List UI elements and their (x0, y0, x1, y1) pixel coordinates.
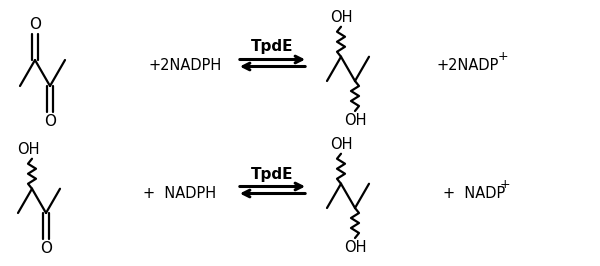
Text: TpdE: TpdE (251, 39, 294, 55)
Text: +2NADP: +2NADP (437, 59, 499, 73)
Text: TpdE: TpdE (251, 167, 294, 181)
Text: +: + (498, 51, 509, 64)
Text: +  NADP: + NADP (443, 185, 505, 201)
Text: O: O (29, 17, 41, 32)
Text: +2NADPH: +2NADPH (148, 59, 221, 73)
Text: +  NADPH: + NADPH (143, 185, 216, 201)
Text: +: + (500, 177, 511, 190)
Text: O: O (44, 114, 56, 129)
Text: OH: OH (330, 137, 352, 152)
Text: OH: OH (17, 142, 39, 157)
Text: OH: OH (344, 113, 366, 128)
Text: OH: OH (330, 10, 352, 25)
Text: OH: OH (344, 240, 366, 255)
Text: O: O (40, 241, 52, 256)
